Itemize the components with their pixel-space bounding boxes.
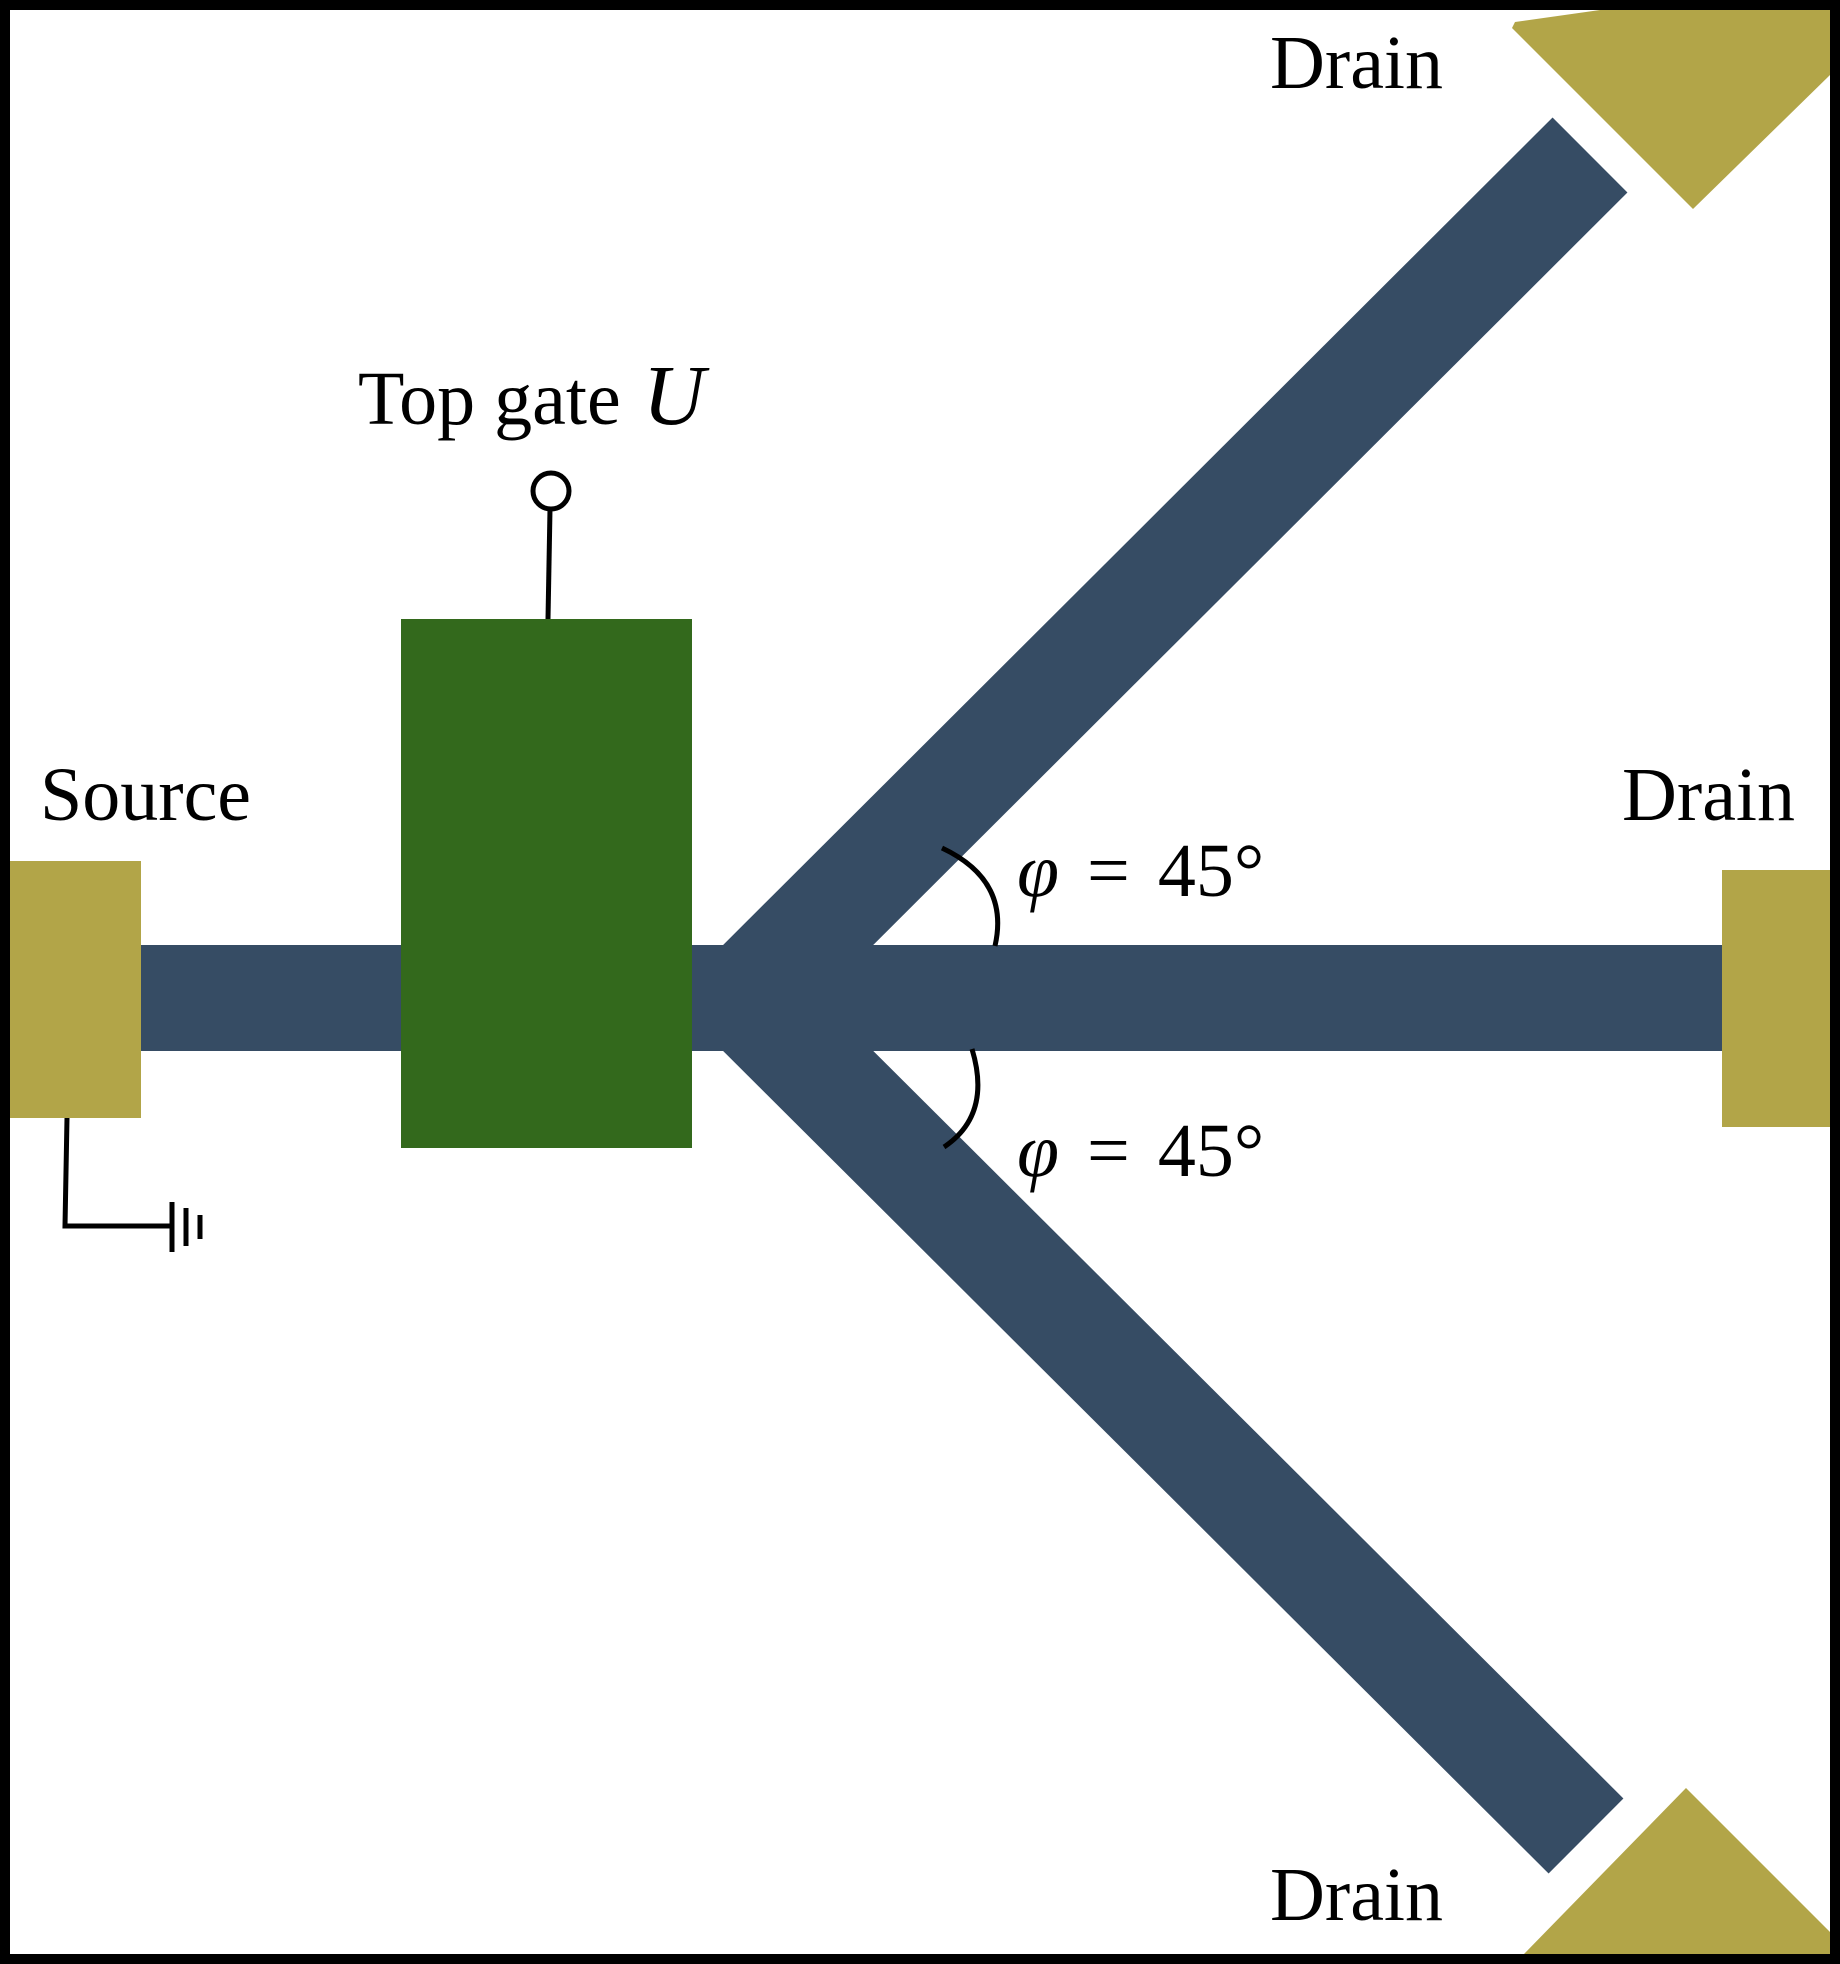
angle-arcs: [940, 845, 1001, 1150]
top-gate: [401, 619, 692, 1148]
angle-symbol: φ: [1017, 1109, 1059, 1193]
angle-value: 45°: [1158, 1109, 1264, 1193]
source-contact: [10, 861, 141, 1118]
top-gate-label: Top gate U: [358, 347, 710, 443]
ground-symbol-icon: [62, 1117, 203, 1252]
angle-equals: =: [1087, 829, 1130, 913]
angle-equals: =: [1087, 1109, 1130, 1193]
channel-horizontal: [140, 945, 1725, 1051]
angle-value: 45°: [1158, 829, 1264, 913]
drain-contact-right: [1722, 870, 1830, 1127]
drain-label-bottom: Drain: [1270, 1853, 1443, 1937]
source-label: Source: [40, 753, 251, 837]
top-gate-symbol: U: [643, 347, 710, 443]
angle-arc-lower: [942, 1048, 981, 1150]
drain-label-right: Drain: [1622, 753, 1795, 837]
contacts: [10, 10, 1830, 1954]
top-gate-text: Top gate: [358, 357, 621, 441]
angle-label-upper: φ = 45°: [1017, 829, 1264, 913]
channel-arm-upper: [707, 117, 1628, 1036]
drain-contact-top: [1512, 10, 1830, 209]
angle-symbol: φ: [1017, 829, 1059, 913]
drain-label-top: Drain: [1270, 21, 1443, 105]
gate-terminal-icon: [530, 470, 572, 620]
angle-arc-upper: [940, 845, 1001, 947]
angle-label-lower: φ = 45°: [1017, 1109, 1264, 1193]
channel-arm-lower: [707, 960, 1624, 1874]
drain-contact-bottom: [1524, 1788, 1830, 1954]
